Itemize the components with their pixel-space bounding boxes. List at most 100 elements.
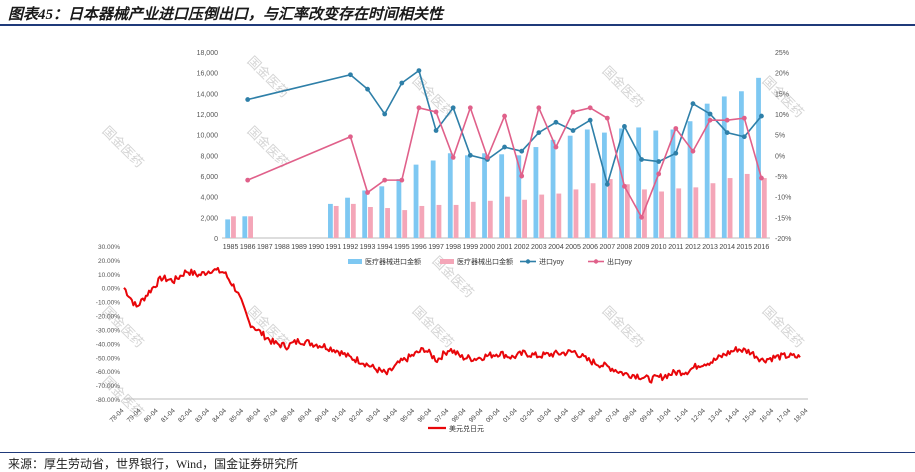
export-yoy-point: [536, 105, 542, 111]
legend-swatch: [440, 259, 454, 264]
x-tick-label: 1999: [463, 244, 479, 251]
export-bar: [573, 189, 579, 238]
x-tick-label: 94-04: [382, 407, 399, 424]
x-tick-label: 1993: [360, 244, 376, 251]
y-left-tick-label: 8,000: [200, 153, 218, 160]
import-bar: [345, 197, 350, 238]
import-yoy-point: [365, 86, 370, 92]
export-bar: [487, 200, 493, 238]
import-yoy-point: [382, 111, 388, 117]
x-tick-label: 08-04: [622, 407, 639, 424]
y-tick-label: -80.00%: [96, 397, 120, 404]
import-yoy-point: [433, 128, 439, 133]
y-left-tick-label: 10,000: [197, 133, 219, 140]
watermark-text: 国金医药: [759, 303, 806, 350]
import-yoy-point: [604, 181, 610, 187]
x-tick-label: 2009: [634, 244, 650, 251]
watermark-text: 国金医药: [99, 123, 146, 170]
x-tick-label: 99-04: [468, 407, 485, 424]
x-tick-label: 1992: [343, 244, 359, 251]
x-tick-label: 89-04: [297, 407, 314, 424]
import-yoy-point: [399, 80, 405, 86]
x-tick-label: 2007: [600, 244, 616, 251]
y-tick-label: -70.00%: [96, 383, 120, 390]
x-tick-label: 07-04: [605, 407, 622, 424]
import-bar: [602, 132, 607, 238]
import-yoy-point: [536, 130, 542, 136]
export-yoy-point: [382, 177, 388, 183]
x-tick-label: 13-04: [707, 407, 724, 424]
import-bar: [756, 77, 761, 238]
export-yoy-point: [553, 144, 559, 150]
export-yoy-point: [467, 105, 473, 111]
y-right-tick-label: 10%: [775, 112, 789, 119]
x-tick-label: 90-04: [314, 407, 331, 424]
import-bar: [584, 129, 590, 238]
x-tick-label: 17-04: [776, 407, 793, 424]
import-yoy-point: [741, 134, 747, 140]
export-yoy-point: [741, 115, 747, 121]
x-tick-label: 96-04: [417, 407, 434, 424]
legend-label: 进口yoy: [539, 258, 564, 266]
y-right-tick-label: -20%: [775, 236, 791, 243]
export-bar: [402, 210, 408, 238]
y-tick-label: -10.00%: [96, 300, 120, 307]
import-bar: [721, 96, 727, 238]
import-yoy-point: [707, 111, 713, 117]
export-bar: [693, 187, 699, 238]
import-bar: [567, 135, 573, 238]
x-tick-label: 2005: [565, 244, 581, 251]
import-yoy-point: [759, 113, 764, 119]
y-tick-label: 10.00%: [98, 272, 120, 279]
export-yoy-line: [247, 105, 763, 220]
import-bar: [465, 155, 470, 238]
y-left-tick-label: 4,000: [200, 195, 218, 202]
x-tick-label: 98-04: [451, 407, 468, 424]
x-tick-label: 1996: [411, 244, 427, 251]
x-tick-label: 82-04: [177, 407, 194, 424]
export-bar: [556, 193, 562, 238]
export-yoy-point: [724, 117, 730, 123]
x-tick-label: 2014: [719, 244, 735, 251]
y-right-tick-label: -10%: [775, 195, 791, 202]
export-yoy-point: [485, 155, 490, 160]
x-tick-label: 1997: [428, 244, 444, 251]
export-yoy-point: [707, 117, 713, 123]
import-bar: [636, 127, 642, 238]
legend-marker: [525, 259, 531, 264]
x-tick-label: 2012: [685, 244, 701, 251]
import-bar: [225, 219, 231, 238]
y-right-tick-label: 20%: [775, 71, 789, 78]
x-tick-label: 09-04: [639, 407, 656, 424]
y-tick-label: 20.00%: [98, 258, 120, 265]
source-note: 来源：厚生劳动省，世界银行，Wind，国金证券研究所: [8, 457, 299, 471]
export-bar: [419, 205, 425, 238]
x-tick-label: 1991: [326, 244, 342, 251]
export-bar: [522, 199, 527, 238]
watermark-text: 国金医药: [599, 63, 646, 110]
export-yoy-point: [656, 171, 662, 177]
x-tick-label: 88-04: [280, 407, 297, 424]
x-tick-label: 2002: [514, 244, 530, 251]
x-tick-label: 1985: [223, 244, 239, 251]
export-yoy-point: [759, 175, 764, 181]
x-tick-label: 81-04: [160, 407, 177, 424]
import-bar: [447, 153, 453, 238]
x-tick-label: 16-04: [759, 407, 776, 424]
import-yoy-line: [247, 69, 763, 188]
import-bar: [396, 179, 402, 238]
export-bar: [436, 204, 442, 238]
export-bar: [539, 194, 545, 238]
import-yoy-point: [690, 101, 696, 107]
y-tick-label: -40.00%: [96, 341, 120, 348]
export-yoy-point: [348, 134, 353, 140]
x-tick-label: 06-04: [588, 407, 605, 424]
x-tick-label: 84-04: [211, 407, 228, 424]
export-bar: [590, 183, 596, 238]
legend-label: 出口yoy: [607, 257, 632, 266]
x-tick-label: 1994: [377, 244, 393, 251]
import-yoy-point: [502, 144, 507, 150]
legend-swatch: [348, 259, 362, 264]
export-yoy-point: [604, 115, 610, 121]
x-tick-label: 18-04: [793, 407, 810, 424]
